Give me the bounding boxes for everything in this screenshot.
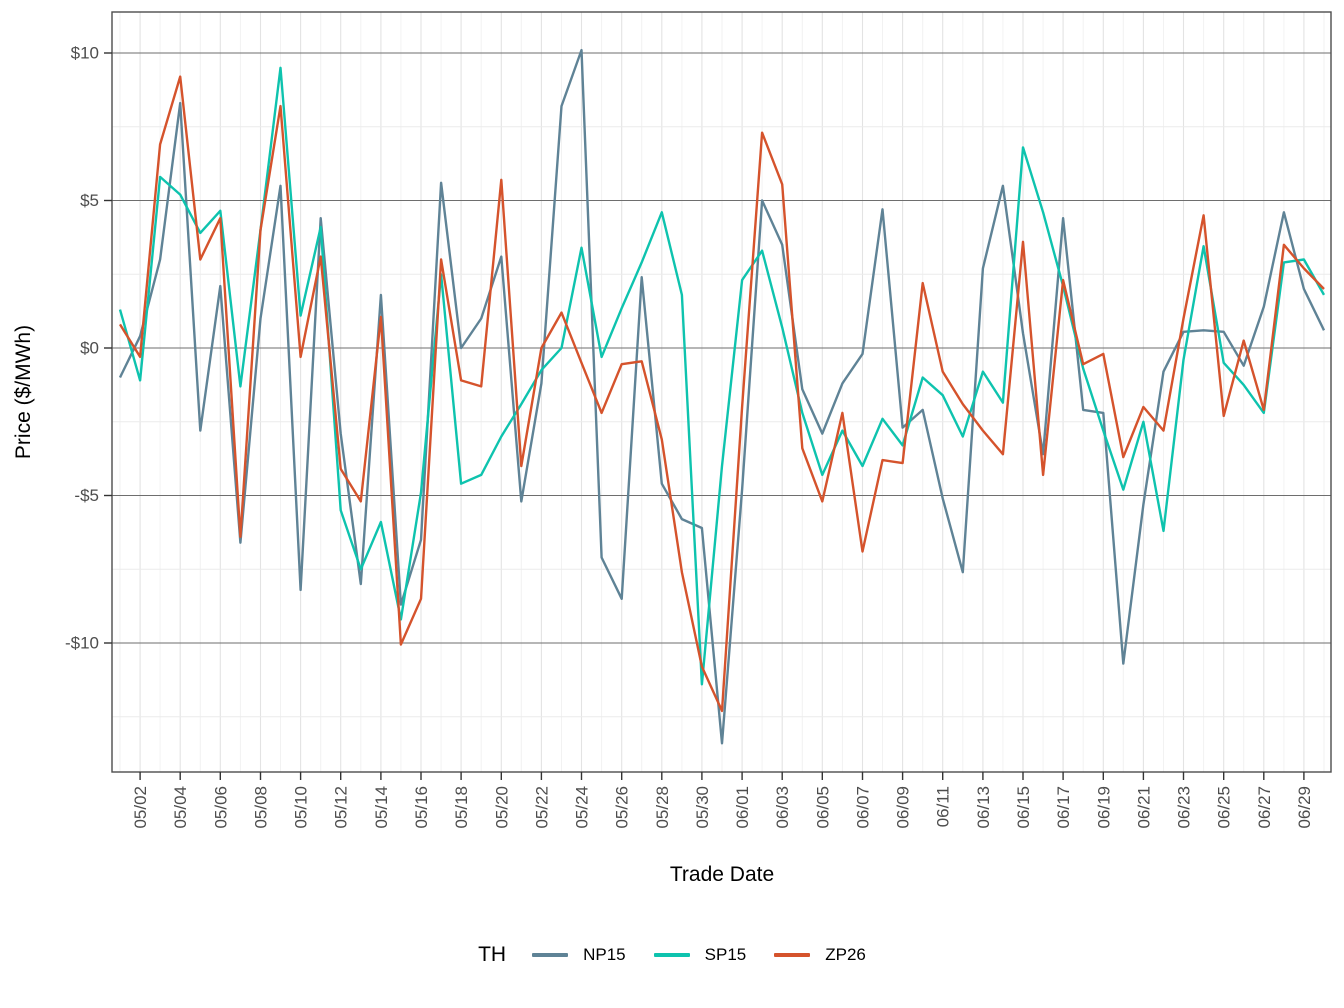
x-tick-label: 06/21 bbox=[1134, 786, 1153, 829]
x-tick-label: 06/29 bbox=[1295, 786, 1314, 829]
legend-label-np15: NP15 bbox=[583, 945, 626, 964]
y-tick-label: $10 bbox=[71, 44, 99, 63]
x-tick-label: 05/22 bbox=[532, 786, 551, 829]
legend-line-sp15-icon bbox=[653, 953, 690, 957]
legend: TH NP15 SP15 ZP26 bbox=[0, 930, 1344, 980]
legend-label-sp15: SP15 bbox=[704, 945, 747, 964]
x-tick-label: 05/14 bbox=[372, 786, 391, 829]
x-tick-label: 05/18 bbox=[452, 786, 471, 829]
x-tick-label: 06/13 bbox=[974, 786, 993, 829]
y-tick-label: $0 bbox=[80, 339, 99, 358]
x-tick-label: 05/04 bbox=[171, 786, 190, 829]
x-tick-label: 06/03 bbox=[773, 786, 792, 829]
x-tick-label: 05/20 bbox=[492, 786, 511, 829]
x-tick-label: 06/01 bbox=[733, 786, 752, 829]
x-tick-label: 06/25 bbox=[1215, 786, 1234, 829]
series-line-np15 bbox=[118, 48, 1326, 745]
series-line-sp15 bbox=[118, 66, 1326, 686]
x-tick-label: 05/28 bbox=[653, 786, 672, 829]
legend-label-zp26: ZP26 bbox=[825, 945, 866, 964]
x-tick-label: 05/02 bbox=[131, 786, 150, 829]
x-tick-label: 05/30 bbox=[693, 786, 712, 829]
gridlines-major bbox=[112, 52, 1331, 644]
y-tick-label: $5 bbox=[80, 191, 99, 210]
legend-line-np15-icon bbox=[532, 953, 569, 957]
axis-tick-labels: $10 $5 $0 -$5 -$10 05/02 05/04 05/06 05/08 05/10 0… bbox=[65, 44, 1314, 829]
legend-title: TH bbox=[478, 943, 507, 966]
series-line-zp26 bbox=[118, 75, 1325, 713]
series-lines bbox=[118, 48, 1326, 745]
x-tick-label: 06/23 bbox=[1175, 786, 1194, 829]
axis-ticks bbox=[104, 52, 1305, 780]
legend-item-zp26: ZP26 bbox=[774, 945, 866, 965]
y-tick-label: -$10 bbox=[65, 634, 99, 653]
gridlines-minor bbox=[112, 12, 1331, 772]
x-axis-title: Trade Date bbox=[670, 863, 774, 886]
x-tick-label: 06/17 bbox=[1054, 786, 1073, 829]
legend-item-sp15: SP15 bbox=[653, 945, 747, 965]
y-axis-title: Price ($/MWh) bbox=[12, 325, 35, 459]
legend-item-np15: NP15 bbox=[532, 945, 626, 965]
panel-border bbox=[111, 11, 1332, 773]
x-tick-label: 06/09 bbox=[894, 786, 913, 829]
x-tick-label: 05/16 bbox=[412, 786, 431, 829]
price-chart-svg: $10 $5 $0 -$5 -$10 05/02 05/04 05/06 05/08 05/10 0… bbox=[12, 11, 1332, 886]
x-tick-label: 05/08 bbox=[252, 786, 271, 829]
x-tick-label: 05/26 bbox=[613, 786, 632, 829]
x-tick-label: 05/12 bbox=[332, 786, 351, 829]
x-tick-label: 06/07 bbox=[854, 786, 873, 829]
x-tick-label: 06/27 bbox=[1255, 786, 1274, 829]
x-tick-label: 05/10 bbox=[292, 786, 311, 829]
y-tick-label: -$5 bbox=[74, 486, 99, 505]
x-tick-label: 06/15 bbox=[1014, 786, 1033, 829]
legend-line-zp26-icon bbox=[774, 953, 811, 957]
x-tick-label: 06/05 bbox=[813, 786, 832, 829]
x-tick-label: 05/24 bbox=[573, 786, 592, 829]
x-tick-label: 06/19 bbox=[1094, 786, 1113, 829]
x-tick-label: 05/06 bbox=[211, 786, 230, 829]
x-tick-label: 06/11 bbox=[934, 786, 953, 827]
